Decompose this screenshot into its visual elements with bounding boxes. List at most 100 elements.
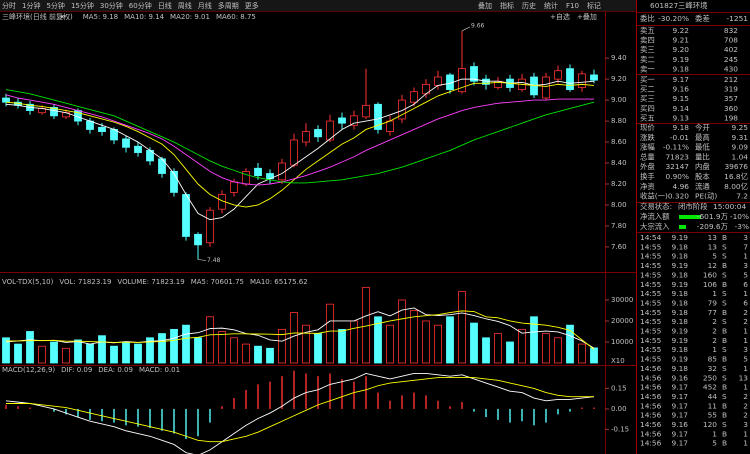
trade-side: B xyxy=(722,383,727,392)
period-tab[interactable]: 多周期 xyxy=(218,1,239,10)
trade-price: 9.17 xyxy=(672,439,689,448)
field-label: 涨跌 xyxy=(640,133,655,142)
volume-bar xyxy=(590,347,598,364)
volume-bar xyxy=(542,333,550,364)
trade-time: 14:56 xyxy=(640,411,662,420)
trade-price: 9.17 xyxy=(672,392,689,401)
trade-volume: 79 xyxy=(708,298,718,307)
trade-count: 1 xyxy=(743,429,748,438)
trade-volume: 5 xyxy=(712,252,717,261)
trade-volume: 2 xyxy=(712,336,717,345)
ask-label: 卖四 xyxy=(640,36,655,45)
trade-count: 13 xyxy=(739,373,749,382)
field-label: 净资 xyxy=(640,182,655,191)
flow-bar xyxy=(679,215,701,219)
period-tab[interactable]: 更多 xyxy=(245,1,259,10)
tool-button[interactable]: 历史 xyxy=(522,1,536,10)
y-tick-label: 7.60 xyxy=(611,243,627,251)
y-tick-label: -0.15 xyxy=(611,425,629,433)
axis-unit: X10 xyxy=(611,357,625,365)
legend-entry: MA10: 65175.62 xyxy=(250,278,308,286)
ask-price: 9.18 xyxy=(673,64,690,73)
annotation-line xyxy=(461,26,471,32)
volume-bar xyxy=(182,324,190,364)
field-value: 9.25 xyxy=(732,123,749,132)
trade-volume: 2 xyxy=(712,327,717,336)
volume-bar xyxy=(146,337,154,364)
trade-time: 14:56 xyxy=(640,420,662,429)
field-label: 涨幅 xyxy=(640,143,655,152)
volume-bar xyxy=(50,341,58,364)
candle-body xyxy=(206,209,214,244)
trade-price: 9.18 xyxy=(672,345,689,354)
flow-bar xyxy=(679,225,686,229)
trade-time: 14:55 xyxy=(640,298,662,307)
volume-bar xyxy=(530,316,538,364)
period-tab[interactable]: 5分钟 xyxy=(46,1,64,10)
legend-entry: MA20: 9.01 xyxy=(170,13,210,21)
trade-price: 9.19 xyxy=(672,280,689,289)
tool-button[interactable]: 叠加 xyxy=(478,1,492,10)
period-tab[interactable]: 日线 xyxy=(158,1,172,10)
volume-bar xyxy=(230,337,238,364)
trade-count: 3 xyxy=(743,420,748,429)
period-tab[interactable]: 30分钟 xyxy=(100,1,123,10)
legend-entry: MA60: 8.75 xyxy=(216,13,256,21)
volume-bar xyxy=(218,331,226,364)
field-label: 现价 xyxy=(640,123,655,132)
action-button[interactable]: +自选 xyxy=(550,12,570,21)
volume-bar xyxy=(170,328,178,364)
trade-count: 3 xyxy=(743,261,748,270)
trade-volume: 1 xyxy=(712,345,717,354)
field-label: 委比 xyxy=(640,14,655,23)
bid-label: 买四 xyxy=(640,104,655,113)
candle-body xyxy=(230,181,238,193)
volume-bar xyxy=(446,316,454,364)
ma-line xyxy=(5,78,595,221)
candle-body xyxy=(578,73,586,88)
field-label: 总量 xyxy=(640,152,655,161)
trade-volume: 85 xyxy=(708,355,718,364)
volume-bar xyxy=(314,333,322,364)
tool-button[interactable]: 指标 xyxy=(500,1,514,10)
trade-time: 14:56 xyxy=(640,373,662,382)
candle-body xyxy=(590,74,598,81)
period-tab[interactable]: 周线 xyxy=(178,1,192,10)
trade-volume: 55 xyxy=(708,411,718,420)
volume-bar xyxy=(554,337,562,364)
ask-label: 卖一 xyxy=(640,64,655,73)
trade-side: B xyxy=(722,233,727,242)
tool-button[interactable]: 统计 xyxy=(544,1,558,10)
ask-volume: 708 xyxy=(724,36,738,45)
period-tab[interactable]: 分时 xyxy=(2,1,16,10)
volume-bar xyxy=(62,347,70,364)
ask-price: 9.20 xyxy=(673,45,690,54)
volume-bar xyxy=(506,341,514,364)
period-tab[interactable]: 月线 xyxy=(198,1,212,10)
bid-label: 买三 xyxy=(640,94,655,103)
candle-body xyxy=(302,131,310,143)
tool-button[interactable]: 标记 xyxy=(587,1,601,10)
trade-price: 9.19 xyxy=(672,336,689,345)
y-tick-label: 10000 xyxy=(611,338,633,346)
trade-side: B xyxy=(722,336,727,345)
trade-side: S xyxy=(722,289,727,298)
volume-bar xyxy=(458,291,466,364)
volume-bar xyxy=(518,328,526,364)
trade-count: 2 xyxy=(743,317,748,326)
candle-body xyxy=(470,66,478,82)
period-tab[interactable]: 60分钟 xyxy=(129,1,152,10)
trade-price: 9.18 xyxy=(672,270,689,279)
tool-button[interactable]: F10 xyxy=(566,2,579,10)
period-tab[interactable]: 1分钟 xyxy=(22,1,40,10)
bid-label: 买二 xyxy=(640,85,655,94)
trade-time: 14:55 xyxy=(640,289,662,298)
field-label: 股本 xyxy=(695,172,710,181)
action-button[interactable]: +叠加 xyxy=(577,12,597,21)
volume-bar xyxy=(350,320,358,364)
field-value: 9.09 xyxy=(732,143,749,152)
candle-body xyxy=(374,103,382,130)
candle-body xyxy=(350,115,358,126)
period-tab[interactable]: 15分钟 xyxy=(71,1,94,10)
